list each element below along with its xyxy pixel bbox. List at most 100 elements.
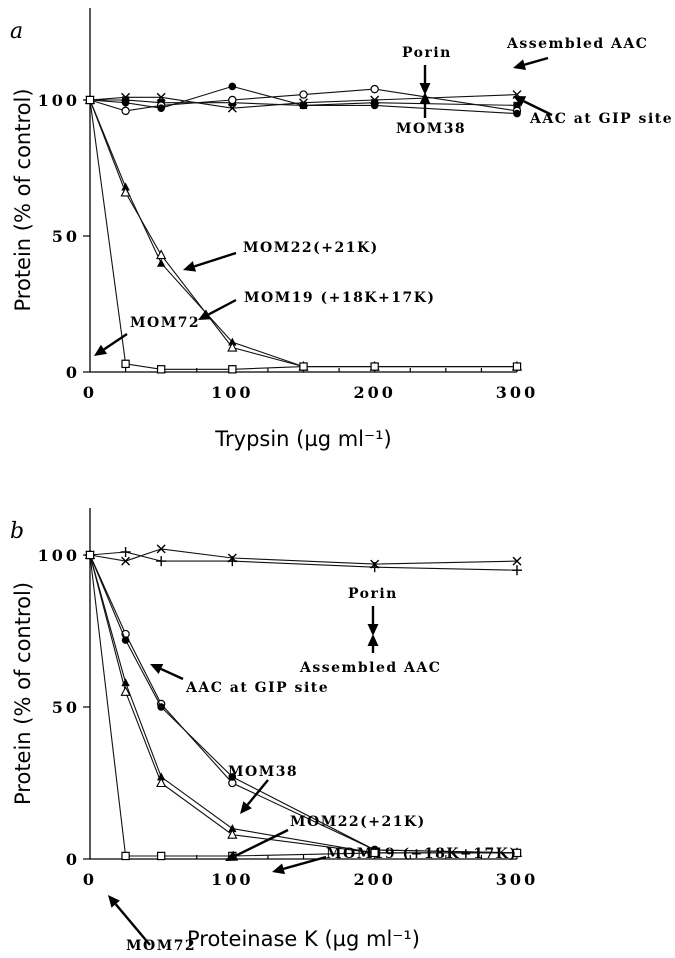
data-point-mom22-21k [156,258,166,267]
series-mom72 [85,550,522,861]
annotation-label: Porin [402,45,452,61]
series-mom19-18k-17k [84,549,523,857]
data-point-mom38 [157,104,165,112]
series-line-aac-at-gip-site [89,554,518,854]
y-tick-label: 100 [38,91,80,110]
annotation-mom38: MOM38 [228,764,298,814]
data-point-assembled-aac [121,92,131,102]
data-point-mom38 [513,109,521,118]
data-point-mom72 [299,362,308,371]
data-point-mom22-21k [228,824,237,833]
data-point-assembled-aac [156,556,167,567]
data-point-mom22-21k [121,182,130,191]
data-point-porin [121,556,131,566]
data-point-assembled-aac [227,556,238,567]
series-mom72 [85,95,522,374]
annotation-arrow-shaft [235,828,289,857]
annotation-assembled-aac: Assembled AAC [299,634,441,676]
series-line-assembled-aac [89,551,518,571]
annotation-mom19-18k-17k: MOM19 (+18K+17K) [272,846,518,875]
series-line-porin [89,548,518,565]
data-point-mom72 [85,95,95,105]
data-point-porin [513,101,521,110]
annotation-arrow-shaft [114,903,151,946]
data-point-assembled-aac [370,95,380,105]
annotation-label: Assembled AAC [299,660,441,676]
panel-b: b 0 50 100 0 100 200 300 Protein (% of control) P… [10,508,535,954]
series-mom38 [86,82,521,118]
data-point-mom72 [85,550,95,560]
series-mom38 [86,551,521,857]
annotation-arrow-head [513,96,527,107]
annotation-arrow-shaft [524,56,549,66]
annotation-mom72: MOM72 [108,895,195,954]
annotation-mom22-21k: MOM22(+21K) [225,814,424,861]
annotation-arrow-head [94,344,108,356]
data-point-mom38 [228,82,237,91]
series-line-mom22-21k [89,554,517,854]
data-point-aac-at-gip-site [370,84,379,94]
annotation-label: MOM19 (+18K+17K) [244,290,436,306]
annotation-arrow-head [513,59,527,70]
annotation-arrow-head [367,624,379,636]
annotation-arrow-head [198,309,212,320]
data-point-mom38 [370,101,379,110]
data-point-mom38 [121,636,130,644]
data-point-mom72 [121,851,130,861]
panel-a: a 0 50 100 0 100 200 300 Protein (% of control) T… [10,8,673,451]
y-axis-label: Protein (% of control) [11,582,35,805]
data-point-porin [512,556,522,566]
data-point-porin [156,544,166,554]
annotation-label: Porin [348,586,398,602]
data-point-mom72 [370,848,379,858]
data-point-mom72 [228,365,237,374]
data-point-mom19-18k-17k [227,341,238,352]
annotation-arrow-shaft [283,855,327,870]
x-tick-label: 200 [353,870,395,889]
data-point-assembled-aac [156,92,166,102]
data-point-assembled-aac [227,103,237,113]
annotation-porin: Porin [402,45,452,95]
annotation-arrow-shaft [160,667,184,681]
annotation-arrow-head [240,801,252,814]
annotation-arrow-shaft [194,251,237,268]
data-point-aac-at-gip-site [299,90,308,99]
annotation-label: MOM19 (+18K+17K) [326,846,518,862]
annotation-label: AAC at GIP site [529,111,673,127]
y-axis-label: Protein (% of control) [11,88,35,311]
annotation-arrow-shaft [523,100,553,117]
data-point-assembled-aac [512,565,522,576]
data-point-mom72 [512,848,522,858]
x-axis-label: Trypsin (µg ml⁻¹) [214,427,391,451]
x-tick-label: 100 [211,383,253,402]
annotation-porin: Porin [348,586,398,636]
x-tick-label: 0 [83,870,97,889]
annotation-arrow-head [183,261,197,272]
annotation-label: MOM38 [228,764,298,780]
annotation-label: Assembled AAC [506,36,648,52]
annotation-arrow-head [272,863,286,875]
series-line-mom19-18k-17k [89,554,517,854]
x-tick-label: 200 [353,383,395,402]
data-point-mom19-18k-17k [227,828,238,839]
data-point-mom72 [512,362,522,371]
data-point-mom19-18k-17k [120,686,131,696]
annotation-label: MOM72 [130,315,200,331]
annotation-arrow-head [150,663,164,674]
data-point-mom38 [157,703,165,711]
annotation-mom22-21k: MOM22(+21K) [183,240,379,272]
annotation-label: MOM22(+21K) [243,240,379,256]
data-point-mom72 [370,362,379,371]
x-tick-label: 0 [83,383,97,402]
series-mom22-21k [85,550,522,857]
annotation-arrow-head [367,634,379,646]
data-point-aac-at-gip-site [121,106,130,116]
series-aac-at-gip-site [85,550,522,858]
y-tick-label: 100 [38,546,80,565]
data-point-mom19-18k-17k [156,249,167,260]
data-point-mom22-21k [228,337,237,346]
data-point-mom72 [156,365,166,374]
annotation-aac-at-gip-site: AAC at GIP site [150,663,328,696]
annotation-arrow-head [108,895,120,908]
